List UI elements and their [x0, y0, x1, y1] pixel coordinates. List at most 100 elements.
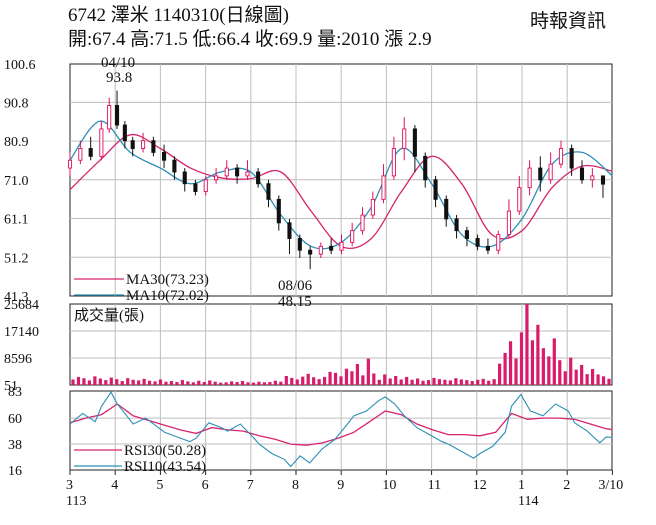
rsi10-legend-label: RSI10(43.54)	[124, 459, 206, 475]
volume-bar	[230, 381, 234, 385]
volume-bar	[328, 371, 332, 385]
candle-body	[318, 245, 323, 255]
price-ytick-label: 71.0	[4, 174, 29, 189]
volume-bar	[405, 376, 409, 385]
candle-body	[245, 171, 250, 177]
volume-bar	[541, 348, 545, 385]
volume-bar	[388, 378, 392, 385]
volume-bar	[563, 371, 567, 385]
volume-bar	[197, 380, 201, 385]
volume-bar	[306, 373, 310, 385]
volume-bar	[137, 380, 141, 385]
candle-body	[141, 140, 146, 149]
volume-bar	[235, 382, 239, 385]
volume-bar	[213, 381, 217, 385]
candle-body	[122, 124, 127, 142]
volume-bar	[317, 379, 321, 385]
x-month-label: 2	[563, 478, 570, 493]
price-ytick-label: 80.9	[4, 135, 29, 150]
volume-bar	[596, 374, 600, 385]
volume-bar	[366, 358, 370, 385]
candle-body	[107, 105, 112, 130]
candle-body	[579, 167, 585, 181]
volume-bar	[399, 379, 403, 385]
chart-title: 6742 澤米 1140310(日線圖)	[68, 5, 289, 26]
volume-title: 成交量(張)	[74, 306, 144, 324]
volume-bar	[503, 352, 507, 385]
volume-bar	[498, 363, 502, 385]
volume-bar	[448, 380, 452, 385]
volume-bar	[169, 381, 174, 385]
volume-bar	[607, 378, 611, 385]
candle-body	[151, 140, 156, 153]
candle-body	[402, 128, 407, 149]
volume-bar	[530, 340, 535, 385]
volume-bar	[186, 381, 190, 385]
candle-body	[423, 155, 428, 181]
volume-bar	[246, 382, 250, 385]
volume-bar	[454, 378, 458, 385]
candle-body	[88, 148, 93, 157]
candle-body	[235, 167, 240, 177]
candle-body	[569, 148, 574, 169]
volume-bar	[295, 379, 299, 385]
volume-bar	[131, 379, 135, 385]
candle-body	[496, 234, 501, 251]
volume-bar	[569, 357, 573, 385]
candle-body	[203, 179, 208, 192]
rsi-ytick-label: 16	[8, 464, 22, 479]
volume-bar	[547, 356, 551, 385]
volume-bar	[240, 381, 245, 385]
volume-bar	[312, 377, 316, 385]
candle-body	[370, 198, 375, 216]
volume-bar	[514, 358, 518, 385]
volume-bar	[344, 368, 349, 385]
volume-bar	[585, 374, 589, 385]
candle-body	[590, 175, 595, 181]
volume-bar	[372, 373, 376, 385]
volume-bar	[383, 374, 387, 385]
candle-body	[548, 163, 553, 181]
price-ytick-label: 51.2	[4, 251, 29, 266]
volume-bar	[290, 377, 294, 385]
candle-body	[329, 245, 334, 251]
x-month-label: 10	[382, 478, 396, 493]
candle-body	[297, 238, 302, 251]
candle-body	[266, 183, 271, 200]
volume-ytick-label: 17140	[4, 325, 39, 340]
volume-bar	[487, 380, 491, 385]
volume-bar	[76, 376, 81, 385]
volume-bar	[470, 381, 474, 385]
candle-body	[78, 148, 83, 161]
candle-body	[130, 140, 135, 149]
volume-bar	[465, 380, 469, 385]
x-month-label: 8	[292, 478, 299, 493]
source-label: 時報資訊	[530, 11, 607, 32]
volume-bar	[590, 369, 595, 385]
volume-bar	[98, 378, 102, 385]
x-year-label: 113	[66, 494, 86, 509]
volume-bar	[301, 376, 305, 385]
x-month-label: 6	[202, 478, 209, 493]
volume-bar	[175, 382, 179, 385]
x-month-label: 3	[66, 478, 73, 493]
ohlc-summary: 開:67.4 高:71.5 低:66.4 收:69.9 量:2010 漲 2.9	[68, 29, 432, 50]
low-date-label: 08/06	[278, 278, 313, 294]
volume-bar	[147, 380, 152, 385]
candle-body	[224, 167, 229, 177]
volume-bar	[120, 381, 124, 385]
volume-bar	[87, 380, 92, 385]
x-month-label: 3/10	[598, 478, 623, 493]
x-year-label: 114	[518, 494, 538, 509]
volume-bar	[273, 380, 277, 385]
volume-bar	[432, 377, 436, 385]
volume-bar	[410, 379, 414, 385]
candle-body	[412, 128, 417, 157]
candle-body	[162, 151, 167, 161]
rsi30-legend-label: RSI30(50.28)	[124, 443, 206, 459]
candle-body	[276, 198, 281, 224]
candle-body	[360, 214, 365, 232]
rsi-ytick-label: 38	[8, 438, 22, 453]
volume-bar	[421, 380, 425, 385]
volume-bar	[601, 376, 606, 385]
